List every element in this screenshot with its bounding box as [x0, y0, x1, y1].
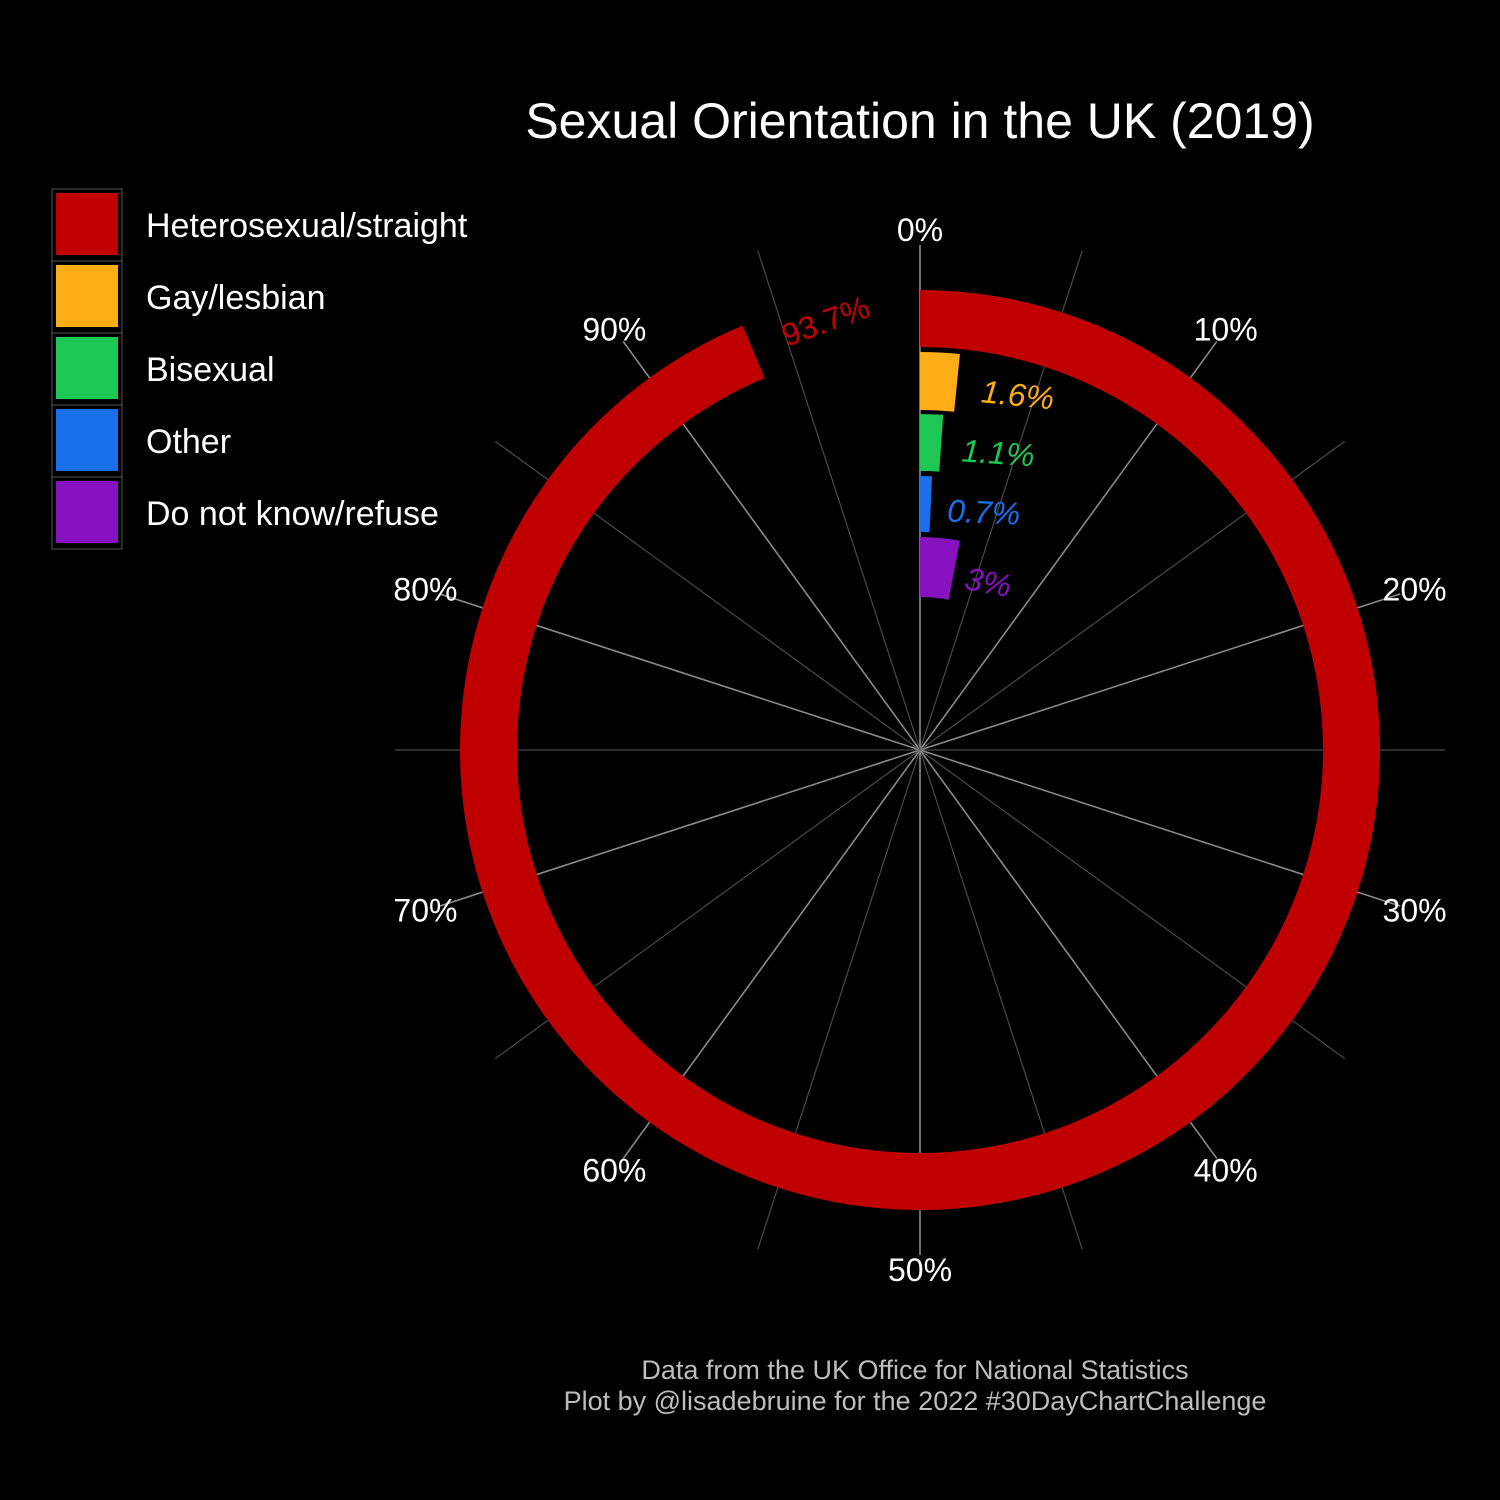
axis-tick-label: 90%	[582, 311, 646, 347]
axis-tick-label: 0%	[897, 212, 943, 248]
bar-gay-lesbian	[920, 352, 960, 412]
axis-tick-label: 30%	[1383, 893, 1447, 929]
data-label: 0.7%	[946, 493, 1020, 532]
bar-bisexual	[920, 414, 944, 472]
legend-swatch	[56, 265, 118, 327]
legend-swatch	[56, 409, 118, 471]
axis-tick-labels: 0% 10% 20% 30% 40% 50% 60% 70% 80% 90%	[393, 212, 1446, 1288]
caption-line-2: Plot by @lisadebruine for the 2022 #30Da…	[564, 1386, 1267, 1416]
data-label: 93.7%	[777, 289, 875, 354]
legend-label: Gay/lesbian	[146, 279, 326, 317]
legend-swatch	[56, 481, 118, 543]
axis-tick-label: 80%	[393, 571, 457, 607]
legend-label: Do not know/refuse	[146, 495, 439, 533]
chart-title: Sexual Orientation in the UK (2019)	[525, 93, 1314, 149]
axis-tick-label: 70%	[393, 893, 457, 929]
legend-label: Bisexual	[146, 351, 275, 389]
data-label: 1.1%	[961, 432, 1036, 473]
data-label: 3%	[962, 560, 1014, 604]
gridline	[757, 250, 921, 751]
bar-other	[920, 476, 933, 533]
legend-label: Heterosexual/straight	[146, 207, 468, 245]
axis-tick-label: 60%	[582, 1153, 646, 1189]
data-label: 1.6%	[980, 373, 1056, 416]
axis-tick-label: 20%	[1383, 571, 1447, 607]
legend: Heterosexual/straight Gay/lesbian Bisexual…	[51, 188, 468, 550]
bar-do-not-know-refuse	[920, 537, 960, 600]
legend-swatch	[56, 193, 118, 255]
legend-swatch	[56, 337, 118, 399]
bars	[459, 290, 1380, 1210]
caption-line-1: Data from the UK Office for National Sta…	[641, 1355, 1188, 1385]
axis-tick-label: 50%	[888, 1252, 952, 1288]
legend-label: Other	[146, 423, 231, 461]
axis-tick-label: 10%	[1194, 311, 1258, 347]
axis-tick-label: 40%	[1194, 1153, 1258, 1189]
